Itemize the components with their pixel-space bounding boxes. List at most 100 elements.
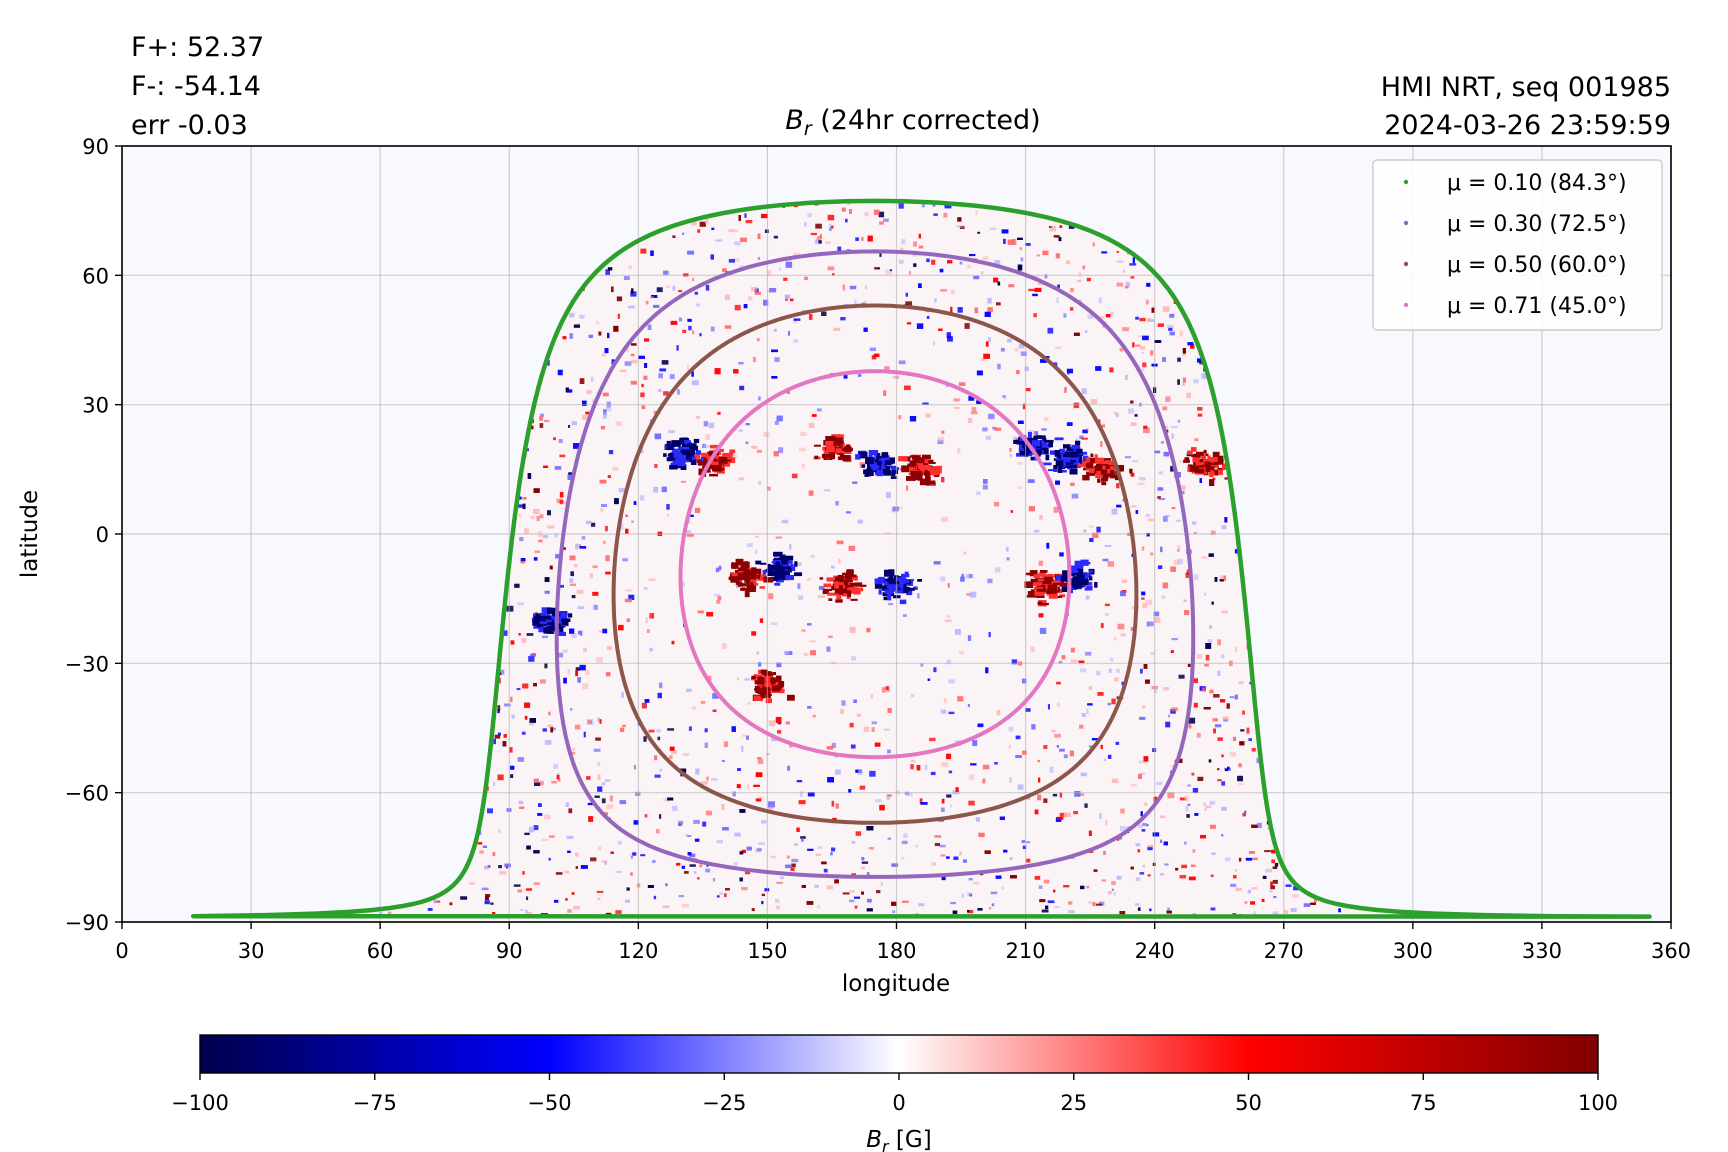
magnetogram-pixel	[924, 764, 928, 771]
magnetogram-pixel	[544, 740, 552, 745]
magnetogram-pixel	[653, 895, 657, 900]
active-region-pixel	[1072, 570, 1079, 573]
magnetogram-pixel	[790, 298, 794, 302]
magnetogram-pixel	[682, 903, 689, 908]
active-region-pixel	[727, 457, 736, 464]
magnetogram-pixel	[600, 508, 604, 512]
magnetogram-pixel	[559, 492, 564, 498]
magnetogram-pixel	[1085, 595, 1090, 600]
magnetogram-pixel	[1163, 687, 1170, 691]
magnetogram-pixel	[692, 277, 695, 282]
magnetogram-pixel	[530, 653, 535, 657]
magnetogram-pixel	[492, 852, 496, 857]
magnetogram-pixel	[624, 361, 632, 366]
magnetogram-pixel	[796, 780, 803, 783]
magnetogram-pixel	[1088, 901, 1094, 905]
magnetogram-pixel	[715, 239, 723, 242]
magnetogram-pixel	[976, 491, 981, 495]
magnetogram-pixel	[866, 627, 871, 633]
magnetogram-pixel	[911, 694, 915, 698]
magnetogram-pixel	[1284, 909, 1289, 914]
magnetogram-pixel	[948, 770, 953, 774]
magnetogram-pixel	[1087, 314, 1094, 319]
magnetogram-pixel	[1117, 623, 1125, 630]
magnetogram-pixel	[818, 586, 825, 590]
magnetogram-pixel	[996, 302, 1001, 306]
active-region-pixel	[670, 462, 678, 467]
magnetogram-pixel	[1059, 748, 1065, 752]
magnetogram-pixel	[705, 810, 713, 816]
active-region-pixel	[1060, 470, 1067, 473]
magnetogram-pixel	[1188, 876, 1196, 881]
magnetogram-pixel	[1034, 431, 1039, 437]
magnetogram-pixel	[656, 287, 663, 293]
magnetogram-pixel	[550, 726, 554, 733]
magnetogram-pixel	[1130, 783, 1137, 787]
magnetogram-pixel	[563, 649, 568, 653]
magnetogram-pixel	[1058, 661, 1063, 664]
active-region	[819, 569, 867, 603]
magnetogram-pixel	[1116, 250, 1120, 253]
magnetogram-pixel	[569, 583, 577, 586]
magnetogram-pixel	[902, 614, 907, 617]
magnetogram-pixel	[625, 514, 628, 517]
magnetogram-pixel	[859, 785, 866, 790]
stat-err: err -0.03	[131, 110, 248, 141]
magnetogram-pixel	[626, 618, 631, 622]
magnetogram-pixel	[1201, 556, 1208, 559]
magnetogram-pixel	[1137, 849, 1140, 853]
magnetogram-pixel	[534, 550, 541, 553]
magnetogram-pixel	[857, 519, 863, 524]
magnetogram-pixel	[797, 583, 801, 590]
active-region-pixel	[1102, 465, 1106, 470]
active-region-pixel	[1051, 579, 1061, 584]
magnetogram-pixel	[497, 705, 501, 712]
magnetogram-pixel	[582, 400, 587, 406]
magnetogram-pixel	[1015, 755, 1022, 758]
magnetogram-pixel	[547, 525, 555, 529]
active-region-pixel	[711, 468, 719, 471]
magnetogram-pixel	[976, 400, 982, 404]
magnetogram-pixel	[1177, 549, 1180, 552]
magnetogram-pixel	[1119, 347, 1124, 352]
magnetogram-pixel	[1098, 297, 1102, 304]
active-region-pixel	[698, 468, 703, 476]
magnetogram-pixel	[792, 252, 800, 256]
magnetogram-pixel	[592, 591, 599, 596]
x-tick-label: 210	[1006, 939, 1046, 963]
magnetogram-pixel	[531, 425, 534, 430]
magnetogram-pixel	[533, 882, 541, 885]
magnetogram-pixel	[694, 507, 701, 513]
magnetogram-pixel	[808, 490, 814, 496]
magnetogram-pixel	[1183, 599, 1187, 602]
magnetogram-pixel	[987, 298, 992, 304]
active-region-pixel	[902, 591, 909, 594]
magnetogram-pixel	[1171, 638, 1179, 641]
magnetogram-pixel	[1143, 802, 1148, 806]
magnetogram-pixel	[731, 726, 736, 732]
magnetogram-pixel	[972, 740, 978, 746]
magnetogram-pixel	[544, 419, 550, 423]
magnetogram-pixel	[738, 215, 741, 221]
magnetogram-pixel	[653, 304, 660, 308]
magnetogram-pixel	[678, 820, 684, 825]
magnetogram-pixel	[579, 314, 585, 319]
magnetogram-pixel	[791, 863, 796, 868]
magnetogram-pixel	[758, 396, 761, 401]
magnetogram-pixel	[1096, 903, 1103, 906]
magnetogram-pixel	[1262, 875, 1267, 879]
magnetogram-pixel	[517, 602, 524, 606]
magnetogram-pixel	[956, 448, 961, 454]
magnetogram-pixel	[901, 239, 906, 245]
magnetogram-pixel	[1116, 668, 1120, 673]
magnetogram-pixel	[1008, 726, 1014, 732]
magnetogram-pixel	[663, 798, 670, 802]
magnetogram-pixel	[524, 528, 529, 534]
magnetogram-pixel	[597, 774, 601, 781]
magnetogram-pixel	[915, 844, 918, 848]
active-region-pixel	[836, 437, 841, 441]
magnetogram-pixel	[1197, 776, 1204, 781]
active-region-pixel	[782, 565, 791, 570]
active-region	[1042, 437, 1089, 475]
magnetogram-pixel	[595, 737, 601, 741]
